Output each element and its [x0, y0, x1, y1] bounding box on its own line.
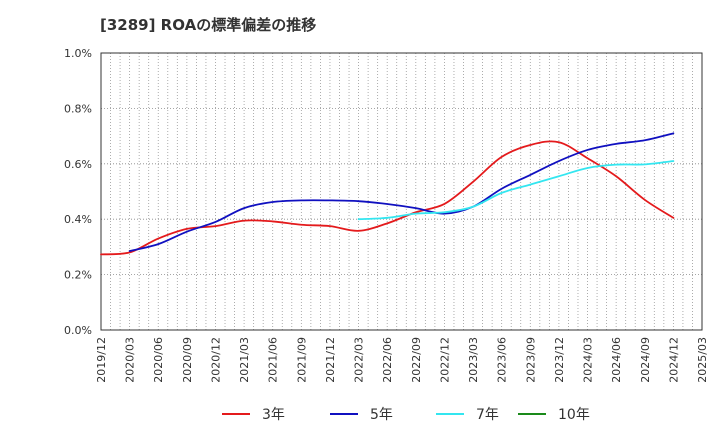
- y-tick-label: 0.2%: [64, 269, 92, 282]
- x-tick-label: 2022/12: [438, 337, 451, 383]
- x-tick-label: 2021/09: [295, 337, 308, 383]
- x-tick-label: 2023/03: [467, 337, 480, 383]
- legend-label: 10年: [558, 407, 590, 423]
- x-tick-label: 2020/06: [152, 337, 165, 383]
- series-line-5年: [128, 132, 675, 252]
- x-tick-label: 2023/06: [496, 337, 509, 383]
- x-tick-label: 2022/06: [381, 337, 394, 383]
- x-tick-label: 2021/12: [324, 337, 337, 383]
- legend-label: 5年: [370, 407, 393, 423]
- x-tick-label: 2024/06: [610, 337, 623, 383]
- y-tick-label: 0.0%: [64, 324, 92, 337]
- plot-frame: [100, 52, 703, 331]
- y-tick-label: 1.0%: [64, 47, 92, 60]
- x-tick-label: 2020/09: [181, 337, 194, 383]
- x-tick-label: 2021/06: [267, 337, 280, 383]
- x-tick-label: 2023/12: [553, 337, 566, 383]
- x-tick-label: 2019/12: [95, 337, 108, 383]
- x-tick-label: 2020/12: [209, 337, 222, 383]
- y-tick-label: 0.8%: [64, 102, 92, 115]
- legend-label: 7年: [476, 407, 499, 423]
- legend-label: 3年: [262, 407, 285, 423]
- x-tick-label: 2022/09: [410, 337, 423, 383]
- x-tick-label: 2025/03: [696, 337, 709, 383]
- series-line-7年: [357, 160, 675, 221]
- x-tick-label: 2023/09: [524, 337, 537, 383]
- y-tick-label: 0.6%: [64, 158, 92, 171]
- x-tick-label: 2021/03: [238, 337, 251, 383]
- plot-area: [101, 53, 702, 330]
- x-tick-label: 2024/12: [667, 337, 680, 383]
- x-tick-label: 2020/03: [124, 337, 137, 383]
- x-tick-label: 2024/03: [582, 337, 595, 383]
- y-tick-label: 0.4%: [64, 213, 92, 226]
- x-tick-label: 2022/03: [353, 337, 366, 383]
- x-tick-label: 2024/09: [639, 337, 652, 383]
- chart-title: [3289] ROAの標準偏差の推移: [100, 16, 317, 34]
